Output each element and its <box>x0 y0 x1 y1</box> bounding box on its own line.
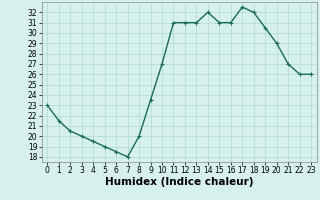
X-axis label: Humidex (Indice chaleur): Humidex (Indice chaleur) <box>105 177 253 187</box>
